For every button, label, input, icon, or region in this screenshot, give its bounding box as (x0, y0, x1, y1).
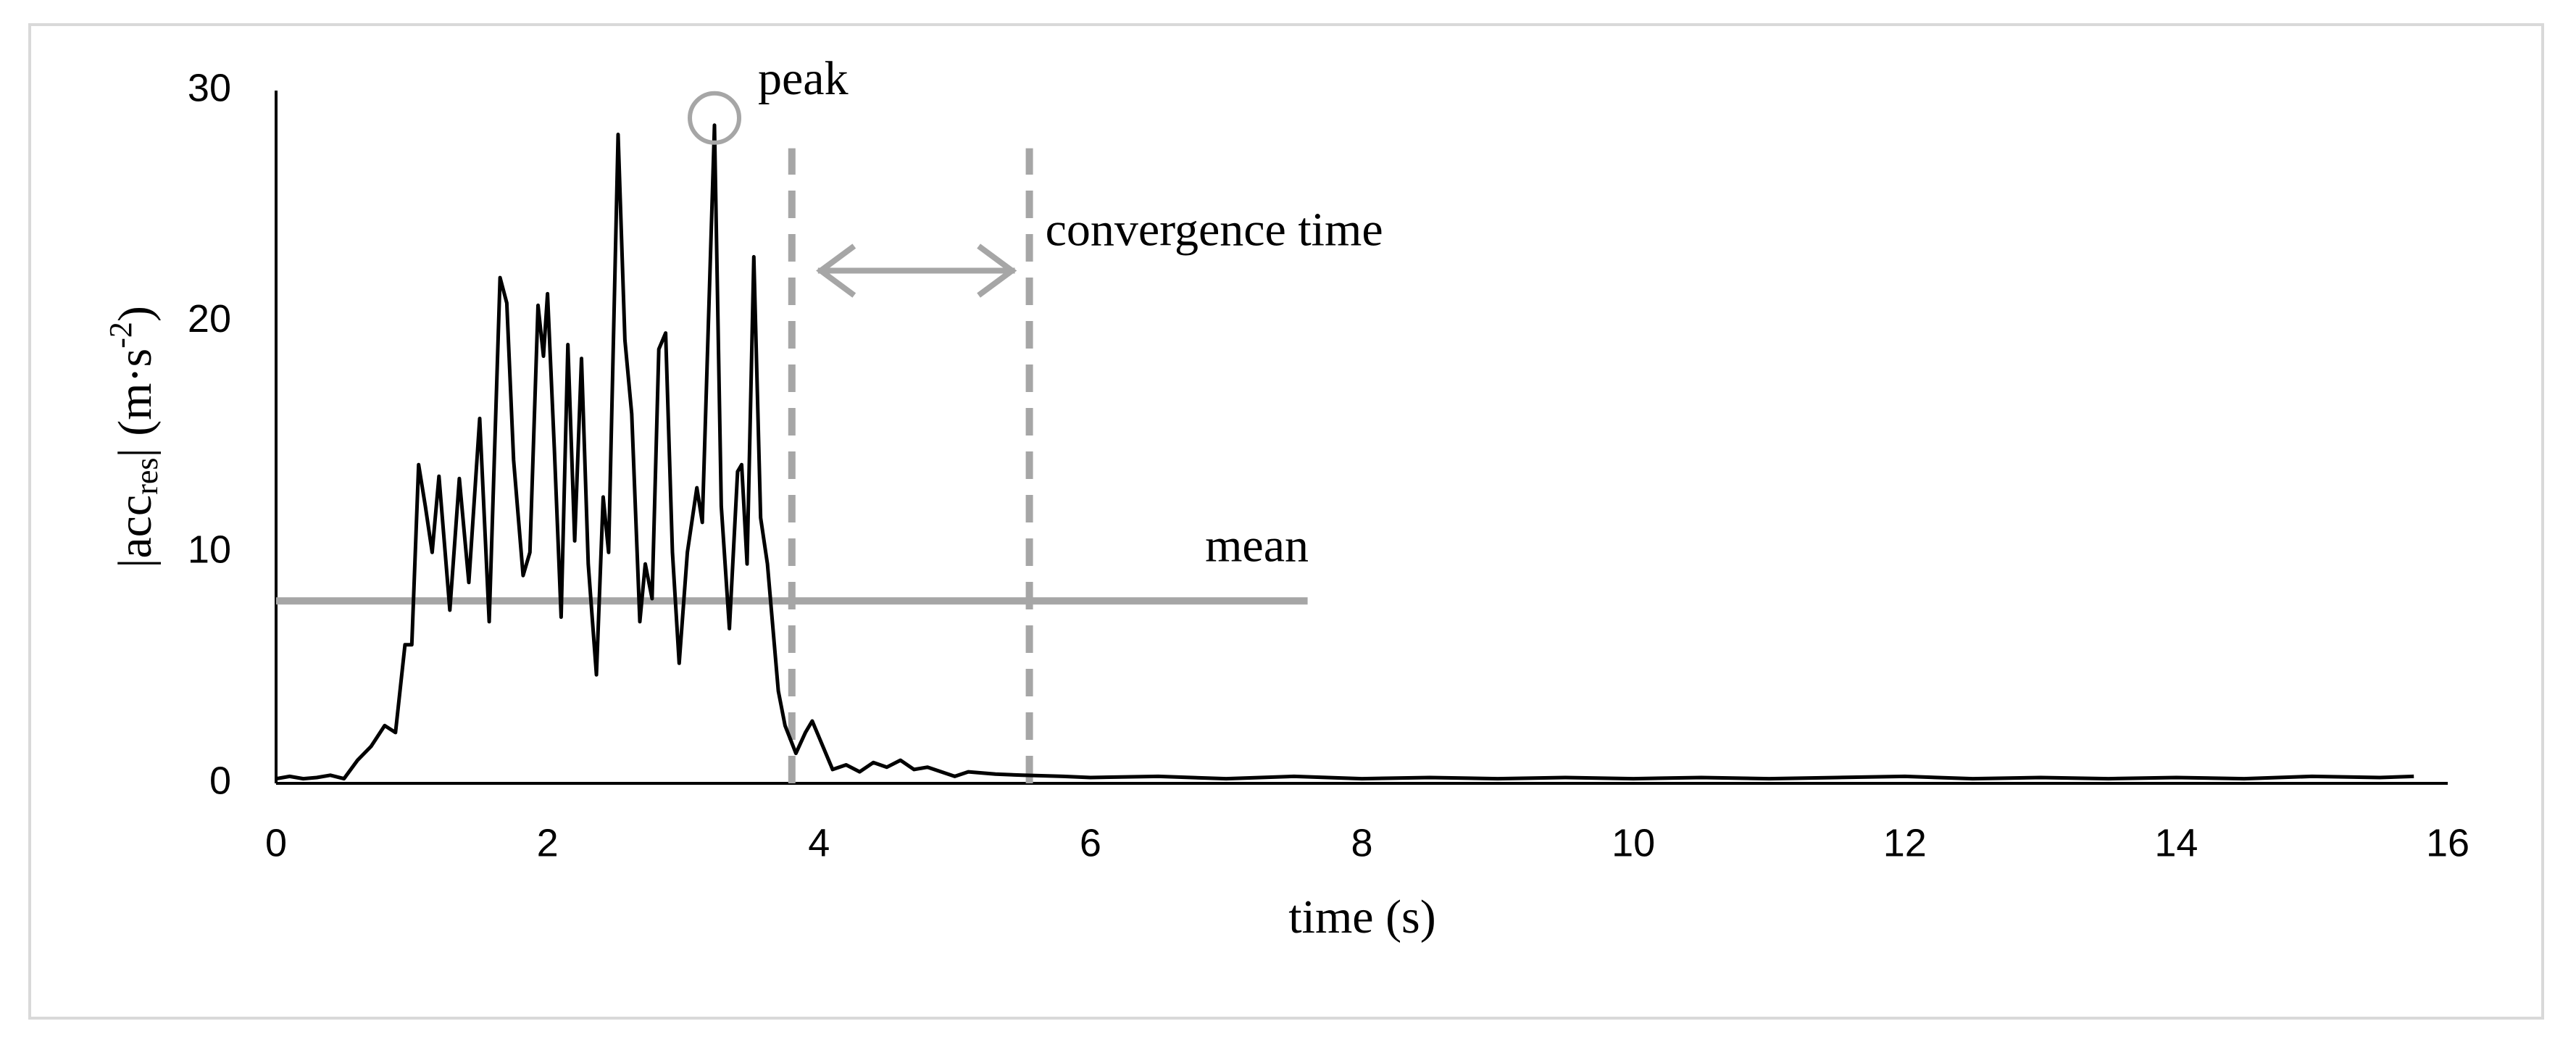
arrow-head (816, 243, 856, 298)
y-axis-title: |accres| (m·s-2) (103, 306, 164, 568)
y-tick-label: 20 (188, 297, 231, 341)
y-axis-title-part: ) (109, 306, 162, 322)
x-tick-label: 6 (1080, 821, 1101, 864)
x-tick-label: 12 (1883, 821, 1927, 864)
x-tick-label: 16 (2426, 821, 2469, 864)
arrow-head (977, 243, 1017, 298)
mean-label: mean (1205, 519, 1309, 572)
data-line (275, 123, 2414, 781)
peak-label: peak (758, 52, 849, 105)
x-tick-label: 4 (808, 821, 830, 864)
y-axis-title-sup: -2 (103, 322, 138, 349)
x-tick-label: 10 (1612, 821, 1655, 864)
y-axis-title-sub: res (129, 457, 164, 494)
y-tick-label: 10 (188, 528, 231, 572)
x-tick-label: 14 (2154, 821, 2198, 864)
peak-marker (688, 91, 742, 145)
y-axis-title-part: | (m·s (109, 349, 162, 458)
x-axis-title: time (s) (1288, 891, 1435, 943)
x-tick-label: 0 (265, 821, 287, 864)
x-tick-label: 2 (537, 821, 559, 864)
convergence-label: convergence time (1046, 204, 1383, 257)
x-tick-label: 8 (1351, 821, 1372, 864)
y-axis-title-part: |acc (109, 495, 162, 568)
y-tick-label: 0 (209, 759, 231, 802)
y-tick-label: 30 (188, 66, 231, 109)
chart-border (28, 23, 2544, 1020)
